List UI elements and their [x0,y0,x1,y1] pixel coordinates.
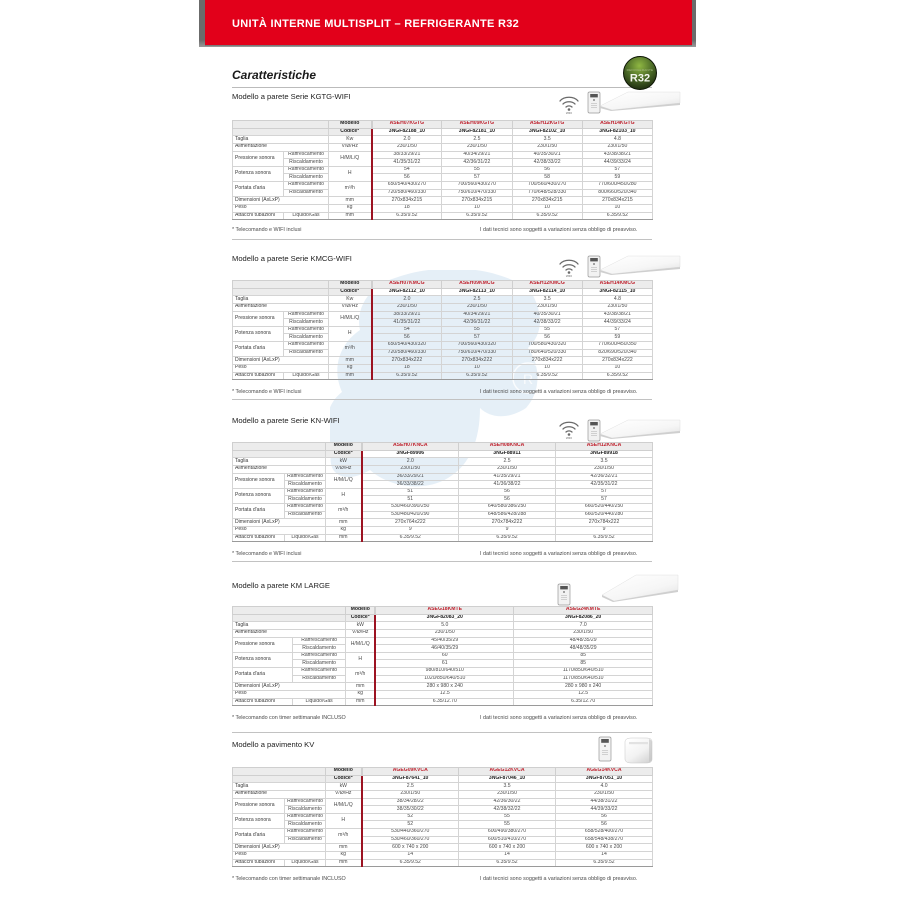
svg-text:R32: R32 [630,73,650,85]
svg-text:REFRIGERANTE: REFRIGERANTE [627,68,654,72]
svg-text:WIFI: WIFI [566,274,572,278]
svg-text:WIFI: WIFI [566,436,572,440]
svg-text:WIFI: WIFI [566,111,572,115]
